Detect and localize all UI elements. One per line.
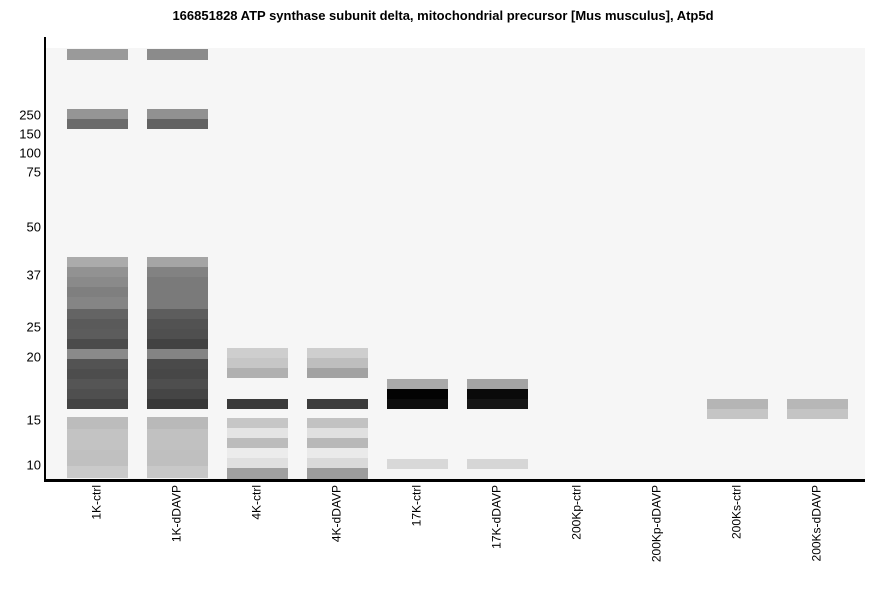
gel-band	[66, 329, 128, 339]
lane-label-200Kp-ctrl: 200Kp-ctrl	[569, 485, 584, 540]
gel-band	[66, 466, 128, 478]
gel-band	[146, 379, 208, 389]
gel-band	[66, 417, 128, 429]
gel-band	[226, 348, 288, 358]
gel-band	[66, 309, 128, 319]
gel-band	[226, 428, 288, 438]
gel-band	[146, 389, 208, 399]
gel-band	[226, 438, 288, 448]
gel-band	[146, 257, 208, 267]
gel-band	[306, 399, 368, 409]
gel-band	[466, 399, 528, 409]
gel-band	[66, 297, 128, 309]
gel-band	[66, 277, 128, 287]
lane-label-17K-ctrl: 17K-ctrl	[409, 485, 424, 527]
lane-label-200Ks-dDAVP: 200Ks-dDAVP	[809, 485, 824, 562]
x-axis-line	[44, 479, 865, 482]
gel-band	[466, 379, 528, 389]
lane-label-17K-dDAVP: 17K-dDAVP	[489, 485, 504, 549]
gel-band	[146, 119, 208, 129]
gel-band	[306, 438, 368, 448]
gel-band	[146, 429, 208, 450]
lane-label-1K-dDAVP: 1K-dDAVP	[169, 485, 184, 543]
lane-label-4K-ctrl: 4K-ctrl	[249, 485, 264, 520]
gel-band	[226, 448, 288, 458]
gel-band	[306, 418, 368, 428]
y-tick-label-50: 50	[26, 219, 41, 235]
gel-band	[466, 459, 528, 469]
gel-band	[306, 348, 368, 358]
gel-band	[66, 389, 128, 399]
gel-band	[146, 277, 208, 309]
gel-band	[146, 49, 208, 60]
gel-band	[66, 109, 128, 119]
gel-band	[66, 359, 128, 369]
gel-band	[706, 409, 768, 419]
gel-band	[66, 267, 128, 277]
gel-band	[226, 358, 288, 368]
gel-band	[66, 319, 128, 329]
gel-band	[146, 267, 208, 277]
gel-band	[146, 109, 208, 119]
gel-band	[226, 368, 288, 378]
y-tick-label-75: 75	[26, 164, 41, 180]
gel-band	[146, 450, 208, 466]
gel-band	[146, 319, 208, 329]
gel-band	[66, 429, 128, 450]
gel-band	[66, 379, 128, 389]
gel-band	[66, 339, 128, 349]
gel-band	[386, 399, 448, 409]
gel-band	[306, 428, 368, 438]
gel-band	[146, 309, 208, 319]
lane-label-200Kp-dDAVP: 200Kp-dDAVP	[649, 485, 664, 563]
gel-band	[386, 379, 448, 389]
gel-band	[386, 459, 448, 469]
gel-band	[66, 399, 128, 409]
gel-band	[66, 119, 128, 129]
gel-band	[706, 399, 768, 409]
gel-band	[146, 349, 208, 359]
gel-band	[66, 257, 128, 267]
gel-band	[786, 409, 848, 419]
gel-band	[226, 418, 288, 428]
y-tick-label-25: 25	[26, 319, 41, 335]
y-tick-label-15: 15	[26, 412, 41, 428]
gel-band	[306, 468, 368, 479]
gel-band	[146, 329, 208, 339]
gel-band	[146, 417, 208, 429]
gel-band	[786, 399, 848, 409]
gel-band	[146, 359, 208, 369]
gel-band	[306, 358, 368, 368]
y-tick-label-37: 37	[26, 267, 41, 283]
gel-band	[466, 389, 528, 399]
y-tick-label-250: 250	[19, 107, 41, 123]
gel-band	[146, 369, 208, 379]
lane-label-4K-dDAVP: 4K-dDAVP	[329, 485, 344, 543]
lane-label-200Ks-ctrl: 200Ks-ctrl	[729, 485, 744, 540]
gel-band	[66, 369, 128, 379]
y-tick-label-100: 100	[19, 145, 41, 161]
gel-band	[306, 448, 368, 458]
gel-band	[226, 458, 288, 468]
gel-band	[146, 466, 208, 478]
gel-band	[226, 399, 288, 409]
lane-label-1K-ctrl: 1K-ctrl	[89, 485, 104, 520]
gel-band	[66, 49, 128, 60]
gel-band	[306, 368, 368, 378]
gel-band	[66, 287, 128, 297]
y-tick-label-150: 150	[19, 126, 41, 142]
gel-band	[66, 349, 128, 359]
gel-band	[306, 458, 368, 468]
y-tick-label-20: 20	[26, 349, 41, 365]
gel-band	[146, 339, 208, 349]
gel-band	[226, 468, 288, 479]
y-tick-label-10: 10	[26, 457, 41, 473]
chart-title: 166851828 ATP synthase subunit delta, mi…	[172, 8, 714, 23]
gel-band	[66, 450, 128, 466]
gel-band	[146, 399, 208, 409]
gel-band	[386, 389, 448, 399]
y-axis-line	[44, 37, 46, 482]
